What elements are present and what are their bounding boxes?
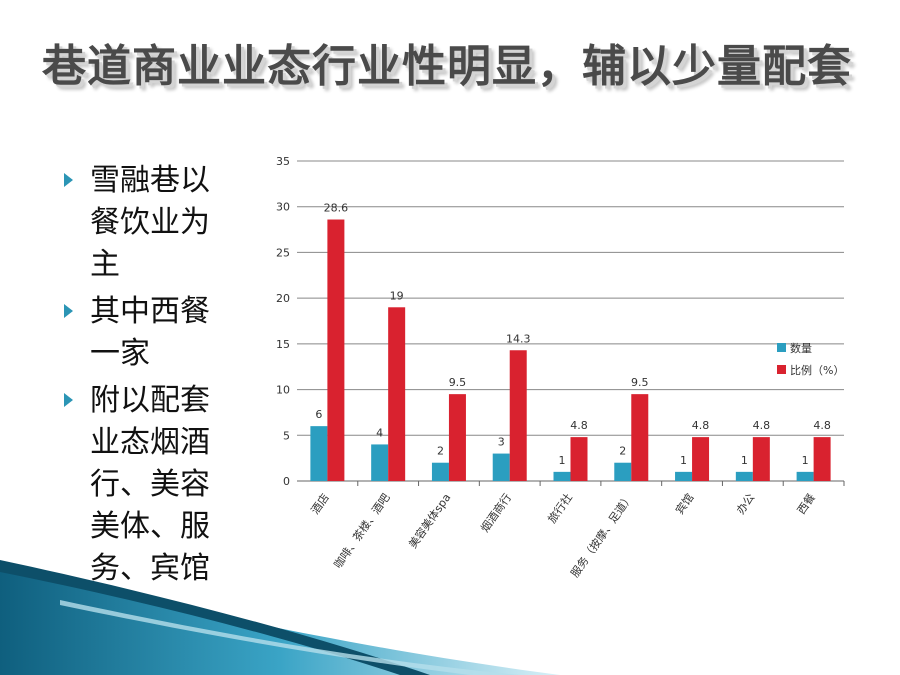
data-label: 9.5 bbox=[631, 376, 649, 389]
data-label: 4.8 bbox=[753, 419, 771, 432]
bar bbox=[813, 437, 831, 481]
bar bbox=[492, 453, 510, 481]
data-label: 1 bbox=[741, 454, 748, 467]
bar bbox=[448, 394, 466, 481]
bar bbox=[631, 394, 649, 481]
y-tick-label: 0 bbox=[283, 475, 290, 488]
bar bbox=[388, 307, 406, 481]
data-label: 1 bbox=[680, 454, 687, 467]
legend-label: 数量 bbox=[790, 342, 812, 355]
legend-swatch bbox=[777, 343, 786, 352]
data-label: 6 bbox=[315, 408, 322, 421]
bar bbox=[310, 426, 328, 481]
bullet-text: 其中西餐一家 bbox=[90, 294, 210, 371]
y-tick-label: 25 bbox=[276, 246, 290, 259]
triangle-arrow-icon bbox=[64, 173, 73, 187]
bar bbox=[796, 471, 814, 481]
bar bbox=[614, 462, 632, 481]
x-tick-label: 办公 bbox=[734, 491, 757, 516]
data-label: 28.6 bbox=[324, 202, 349, 215]
data-label: 2 bbox=[619, 445, 626, 458]
bullet-text: 附以配套业态烟酒行、美容美体、服务、宾馆等 bbox=[90, 383, 210, 628]
bullet-item: 附以配套业态烟酒行、美容美体、服务、宾馆等 bbox=[62, 380, 232, 632]
bar bbox=[752, 437, 770, 481]
data-label: 4 bbox=[376, 426, 383, 439]
x-tick-label: 西餐 bbox=[794, 491, 818, 517]
x-tick-label: 咖啡、茶楼、酒吧 bbox=[331, 491, 393, 571]
y-tick-label: 30 bbox=[276, 201, 290, 214]
bar bbox=[570, 437, 588, 481]
x-tick-label: 旅行社 bbox=[545, 491, 575, 526]
decorative-swoosh bbox=[0, 560, 560, 675]
y-tick-label: 15 bbox=[276, 338, 290, 351]
x-tick-label: 宾馆 bbox=[672, 491, 696, 517]
y-tick-label: 35 bbox=[276, 155, 290, 168]
bar-chart: 0 5 10 15 20 25 30 35 6 28.6 酒店 4 19 咖啡、茶楼、酒吧 2 9.5 美容美体… bbox=[276, 155, 845, 580]
data-label: 1 bbox=[802, 454, 809, 467]
data-label: 4.8 bbox=[813, 419, 831, 432]
y-tick-label: 20 bbox=[276, 292, 290, 305]
bar bbox=[509, 350, 527, 481]
y-tick-label: 5 bbox=[283, 429, 290, 442]
bar bbox=[692, 437, 710, 481]
legend-label: 比例（%） bbox=[790, 363, 844, 377]
data-label: 9.5 bbox=[449, 376, 467, 389]
data-label: 1 bbox=[559, 454, 566, 467]
bar bbox=[327, 219, 345, 481]
bar bbox=[431, 462, 449, 481]
bullet-text: 雪融巷以餐饮业为主 bbox=[90, 163, 210, 282]
y-tick-label: 10 bbox=[276, 384, 290, 397]
triangle-arrow-icon bbox=[64, 393, 73, 407]
bar bbox=[553, 471, 571, 481]
x-tick-label: 美容美体spa bbox=[406, 491, 454, 551]
x-tick-label: 烟酒商行 bbox=[477, 491, 514, 535]
data-label: 4.8 bbox=[692, 419, 710, 432]
bullet-item: 雪融巷以餐饮业为主 bbox=[62, 160, 232, 286]
x-tick-label: 酒店 bbox=[308, 491, 332, 517]
data-label: 14.3 bbox=[506, 332, 531, 345]
bar bbox=[735, 471, 753, 481]
data-label: 19 bbox=[390, 289, 404, 302]
triangle-arrow-icon bbox=[64, 304, 73, 318]
x-tick-label: 服务（按摩、足道） bbox=[567, 491, 635, 580]
bar bbox=[371, 444, 389, 481]
bar bbox=[675, 471, 693, 481]
slide-title: 巷道商业业态行业性明显，辅以少量配套 bbox=[42, 41, 852, 92]
bullet-item: 其中西餐一家 bbox=[62, 291, 232, 375]
bullet-list: 雪融巷以餐饮业为主 其中西餐一家 附以配套业态烟酒行、美容美体、服务、宾馆等 bbox=[62, 160, 232, 637]
data-label: 4.8 bbox=[570, 419, 588, 432]
data-label: 3 bbox=[498, 436, 505, 449]
data-label: 2 bbox=[437, 445, 444, 458]
legend-swatch bbox=[777, 365, 786, 374]
